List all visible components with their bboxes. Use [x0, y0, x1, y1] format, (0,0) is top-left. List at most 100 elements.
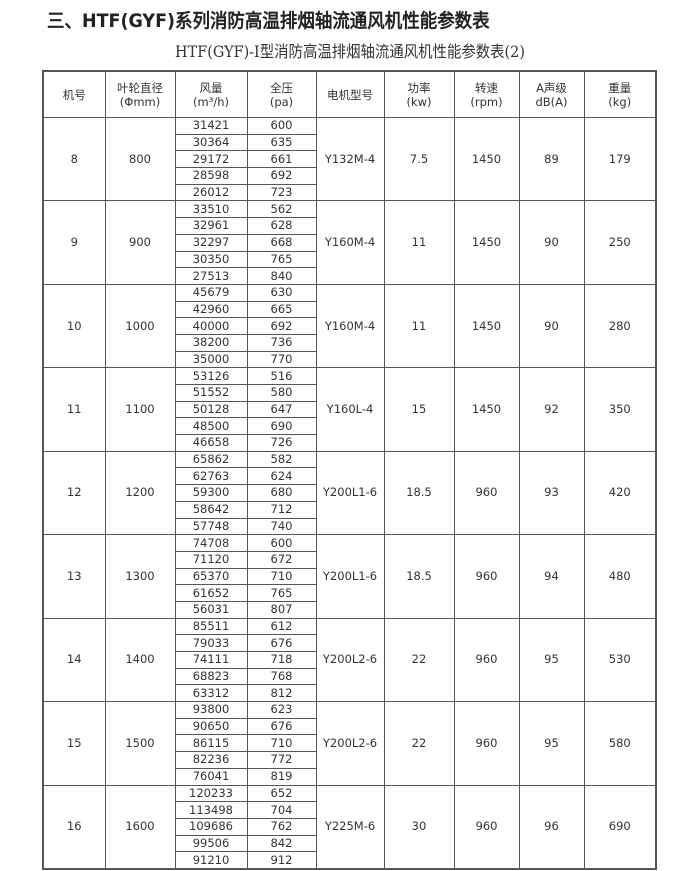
table-row: 42960 665 [43, 300, 656, 319]
pressure-cell: 812 [246, 684, 317, 703]
diameter-cell: 1300 [104, 534, 176, 619]
power-cell: 22 [383, 617, 455, 703]
air-flow-cell: 51552 [174, 384, 248, 402]
header-unit: (m³/h) [193, 94, 229, 109]
speed-cell: 1450 [453, 200, 520, 285]
machine-no-cell: 15 [42, 701, 106, 786]
air-flow-cell: 120233 [174, 784, 248, 803]
weight-cell: 530 [583, 617, 657, 703]
diameter-cell: 1100 [104, 367, 176, 452]
power-cell: 15 [383, 367, 455, 452]
speed-cell: 960 [453, 534, 520, 619]
diameter-cell: 800 [104, 116, 176, 202]
header-total-pressure: 全压 (pa) [246, 70, 317, 118]
table-row: 13 1300 74708 600 Y200L1-6 18.5 960 94 480 [42, 534, 657, 619]
power-cell: 18.5 [383, 450, 455, 536]
header-unit: (kg) [608, 94, 632, 109]
pressure-cell: 661 [246, 150, 317, 169]
pressure-cell: 807 [246, 600, 317, 619]
noise-cell: 95 [518, 617, 585, 703]
speed-cell: 960 [453, 450, 520, 536]
table-row: 32961 628 [43, 217, 656, 235]
motor-cell: Y160M-4 [315, 283, 385, 369]
pressure-cell: 712 [246, 500, 317, 519]
pressure-cell: 765 [246, 250, 317, 269]
machine-no-cell: 16 [42, 784, 106, 870]
air-flow-cell: 42960 [174, 300, 248, 319]
weight-cell: 350 [583, 367, 657, 452]
pressure-cell: 736 [246, 333, 317, 352]
pressure-cell: 628 [246, 217, 317, 235]
pressure-cell: 652 [246, 784, 317, 803]
air-flow-cell: 57748 [174, 517, 248, 536]
machine-no-cell: 12 [42, 450, 106, 536]
pressure-cell: 768 [246, 667, 317, 686]
machine-no-cell: 13 [42, 534, 106, 619]
machine-no-cell: 10 [42, 283, 106, 369]
air-flow-cell: 45679 [174, 283, 248, 302]
weight-cell: 280 [583, 283, 657, 369]
pressure-cell: 582 [246, 450, 317, 469]
table-row: 10 1000 45679 630 Y160M-4 11 1450 90 280 [42, 283, 657, 369]
air-flow-cell: 31421 [174, 117, 248, 135]
motor-cell: Y200L2-6 [315, 701, 385, 786]
table-row: 9 900 33510 562 Y160M-4 11 1450 90 250 [42, 200, 657, 285]
noise-cell: 96 [518, 784, 585, 870]
noise-cell: 94 [518, 534, 585, 619]
pressure-cell: 630 [246, 283, 317, 302]
header-unit: (rpm) [470, 94, 503, 109]
air-flow-cell: 82236 [174, 751, 248, 769]
air-flow-cell: 46658 [174, 434, 248, 452]
air-flow-cell: 65862 [174, 450, 248, 469]
air-flow-cell: 99506 [174, 834, 248, 853]
air-flow-cell: 93800 [174, 701, 248, 719]
header-label: 重量 [608, 80, 632, 95]
table-row: 8 800 31421 600 Y132M-4 7.5 1450 89 179 [42, 116, 657, 202]
air-flow-cell: 74708 [174, 534, 248, 552]
air-flow-cell: 61652 [174, 584, 248, 602]
table-row: 40000 692 [43, 317, 656, 335]
diameter-cell: 1400 [104, 617, 176, 703]
pressure-cell: 765 [246, 584, 317, 602]
pressure-cell: 842 [246, 834, 317, 853]
weight-cell: 420 [583, 450, 657, 536]
motor-cell: Y132M-4 [315, 116, 385, 202]
air-flow-cell: 48500 [174, 417, 248, 436]
pressure-cell: 612 [246, 617, 317, 636]
power-cell: 7.5 [383, 116, 455, 202]
table-row: 91210 912 [43, 851, 656, 870]
motor-cell: Y225M-6 [315, 784, 385, 870]
pressure-cell: 690 [246, 417, 317, 436]
diameter-cell: 900 [104, 200, 176, 285]
header-label: 风量 [199, 80, 223, 95]
pressure-cell: 770 [246, 350, 317, 369]
machine-no-cell: 8 [42, 116, 106, 202]
speed-cell: 1450 [453, 116, 520, 202]
air-flow-cell: 33510 [174, 200, 248, 219]
table-row: 76041 819 [43, 767, 656, 786]
speed-cell: 1450 [453, 283, 520, 369]
pressure-cell: 665 [246, 300, 317, 319]
pressure-cell: 635 [246, 133, 317, 152]
table-row: 58642 712 [43, 500, 656, 519]
pressure-cell: 624 [246, 467, 317, 486]
air-flow-cell: 85511 [174, 617, 248, 636]
table-row: 16 1600 120233 652 Y225M-6 30 960 96 690 [42, 784, 657, 870]
air-flow-cell: 59300 [174, 484, 248, 502]
header-power: 功率 (kw) [383, 70, 455, 118]
air-flow-cell: 109686 [174, 817, 248, 836]
header-row: 机号 叶轮直径 (Φmm) 风量 (m³/h) 全压 (pa) 电机型号 功率 (kw) 转速 (rp… [42, 70, 657, 118]
air-flow-cell: 62763 [174, 467, 248, 486]
machine-no-cell: 9 [42, 200, 106, 285]
pressure-cell: 668 [246, 233, 317, 252]
air-flow-cell: 40000 [174, 317, 248, 335]
air-flow-cell: 32297 [174, 233, 248, 252]
pressure-cell: 762 [246, 817, 317, 836]
speed-cell: 960 [453, 701, 520, 786]
air-flow-cell: 53126 [174, 367, 248, 385]
header-unit: (kw) [406, 94, 432, 109]
motor-cell: Y160L-4 [315, 367, 385, 452]
air-flow-cell: 91210 [174, 851, 248, 870]
header-label: 转速 [475, 80, 498, 95]
diameter-cell: 1200 [104, 450, 176, 536]
